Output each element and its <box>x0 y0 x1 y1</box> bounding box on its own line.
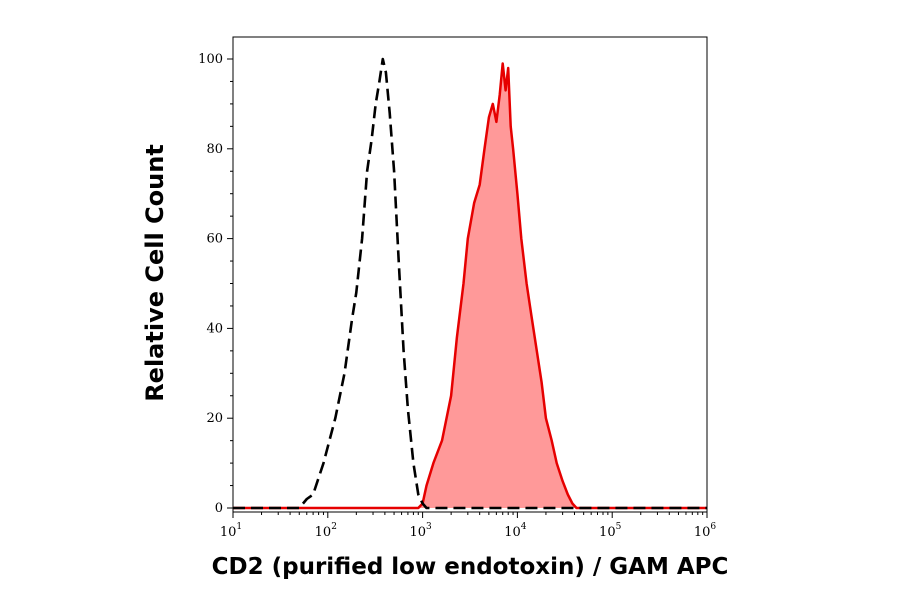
y-axis-title: Relative Cell Count <box>141 144 169 402</box>
series-1-area <box>233 63 707 508</box>
x-tick-label: 105 <box>599 522 622 540</box>
series-1-line <box>233 62 707 510</box>
x-tick-label: 106 <box>694 522 717 540</box>
x-tick-label: 101 <box>220 522 242 540</box>
x-tick-label: 103 <box>409 522 432 540</box>
series-layer <box>233 57 707 510</box>
x-axis-title: CD2 (purified low endotoxin) / GAM APC <box>212 554 729 580</box>
y-tick-label: 40 <box>206 321 223 336</box>
y-tick-label: 0 <box>215 501 223 516</box>
x-tick-label: 102 <box>315 522 337 540</box>
y-tick-label: 20 <box>206 411 223 426</box>
y-tick-label: 80 <box>206 142 223 157</box>
x-tick-label: 104 <box>504 522 527 540</box>
y-tick-label: 100 <box>198 52 223 67</box>
ticks-layer: 0 20 40 60 80 100 101 102 103 104 105 106 <box>198 52 716 540</box>
plot-frame <box>232 36 708 513</box>
y-tick-label: 60 <box>206 232 223 247</box>
